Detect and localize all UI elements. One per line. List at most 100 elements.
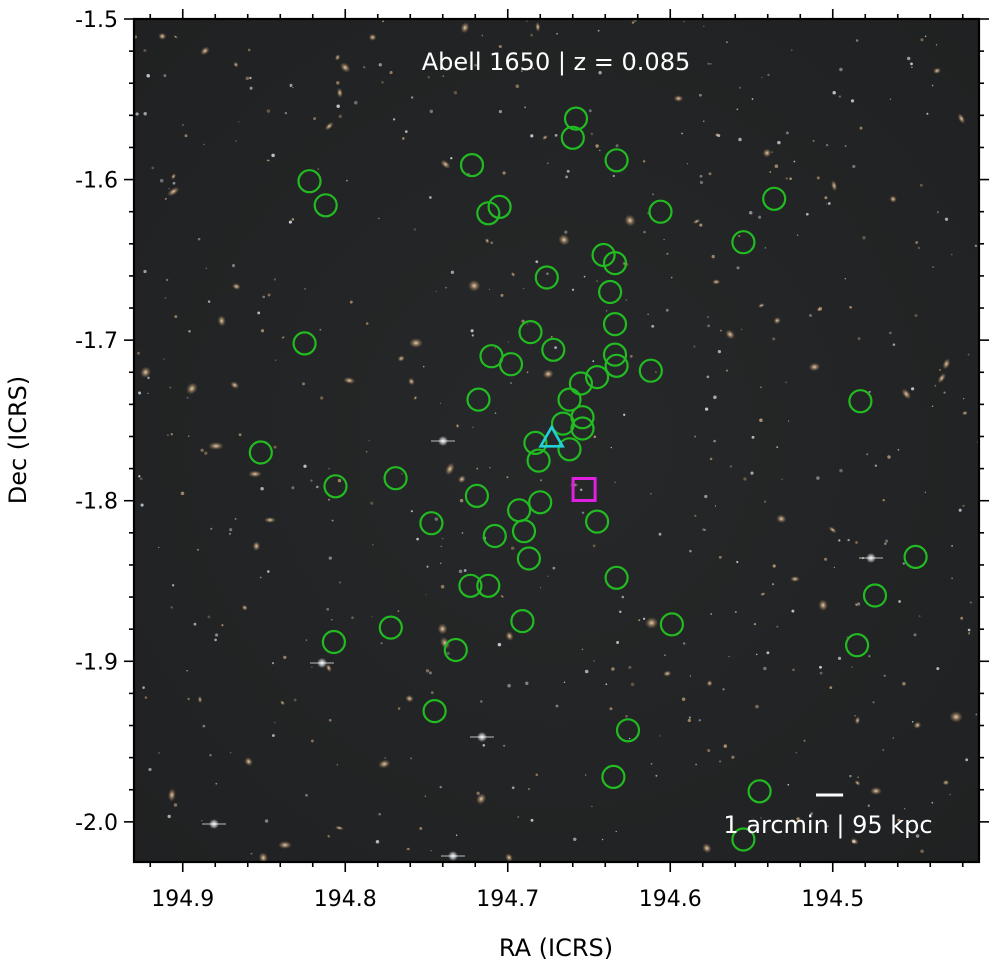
faint-source	[597, 29, 600, 32]
faint-source	[530, 818, 534, 822]
faint-source	[326, 607, 330, 611]
faint-source	[892, 737, 895, 739]
faint-source	[375, 839, 380, 844]
faint-source	[186, 396, 189, 399]
galaxy	[542, 134, 548, 141]
member-marker	[659, 612, 685, 637]
faint-source	[209, 754, 212, 757]
faint-source	[498, 110, 502, 114]
faint-source	[592, 360, 595, 363]
galaxy	[712, 279, 721, 285]
galaxy	[336, 87, 343, 98]
member-marker	[903, 544, 928, 570]
faint-source	[215, 633, 219, 637]
faint-source	[446, 651, 450, 655]
faint-source	[850, 99, 855, 103]
faint-source	[547, 162, 549, 164]
faint-source	[410, 757, 413, 760]
faint-source	[615, 830, 617, 833]
faint-source	[273, 445, 277, 449]
faint-source	[535, 773, 539, 777]
chart-title: Abell 1650 | z = 0.085	[422, 48, 690, 76]
faint-source	[490, 241, 494, 245]
galaxy	[692, 218, 701, 225]
faint-source	[472, 426, 474, 429]
galaxy	[500, 594, 505, 599]
galaxy	[170, 173, 177, 180]
faint-source	[681, 132, 683, 135]
faint-source	[474, 63, 478, 67]
faint-source	[917, 246, 921, 250]
faint-source	[707, 748, 711, 753]
member-marker	[557, 437, 582, 462]
galaxy	[932, 67, 942, 75]
faint-source	[522, 287, 525, 290]
faint-source	[623, 413, 626, 416]
large-galaxy	[870, 787, 882, 795]
faint-source	[643, 230, 646, 234]
faint-source	[913, 633, 917, 637]
member-marker	[602, 342, 628, 367]
galaxy	[405, 694, 414, 703]
faint-source	[638, 619, 641, 622]
faint-source	[781, 478, 783, 481]
faint-source	[658, 532, 662, 536]
galaxy	[241, 604, 248, 611]
faint-source	[832, 90, 836, 95]
faint-source	[824, 557, 828, 561]
faint-source	[410, 510, 413, 513]
faint-source	[292, 86, 294, 89]
faint-source	[687, 718, 691, 723]
faint-source	[494, 347, 496, 349]
faint-source	[328, 718, 332, 722]
faint-source	[717, 134, 721, 138]
faint-source	[936, 211, 940, 214]
faint-source	[719, 760, 722, 763]
faint-source	[229, 533, 231, 535]
galaxy	[343, 377, 356, 384]
faint-source	[707, 62, 710, 65]
galaxy	[901, 388, 912, 400]
faint-source	[776, 446, 779, 449]
faint-source	[450, 157, 453, 160]
faint-source	[852, 164, 856, 169]
faint-source	[507, 683, 511, 688]
faint-source	[751, 435, 755, 439]
faint-source	[151, 166, 154, 170]
member-marker	[862, 583, 888, 608]
faint-source	[907, 56, 911, 61]
faint-source	[245, 76, 250, 81]
faint-source	[264, 819, 269, 823]
faint-source	[706, 375, 710, 379]
faint-source	[142, 686, 145, 689]
faint-source	[293, 698, 297, 702]
galaxy	[831, 179, 838, 192]
faint-source	[738, 235, 741, 237]
faint-source	[713, 439, 716, 443]
galaxy	[334, 825, 344, 831]
faint-source	[642, 617, 646, 620]
member-marker	[601, 764, 626, 790]
faint-source	[625, 714, 628, 718]
member-marker	[323, 474, 348, 499]
faint-source	[410, 96, 414, 99]
faint-source	[591, 805, 593, 808]
faint-source	[763, 666, 767, 671]
faint-source	[883, 674, 886, 677]
faint-source	[682, 642, 686, 645]
faint-source	[171, 584, 175, 587]
faint-source	[596, 280, 598, 283]
faint-source	[748, 211, 753, 215]
member-marker	[378, 615, 403, 640]
faint-source	[500, 293, 504, 297]
faint-source	[709, 457, 713, 461]
member-marker	[321, 629, 346, 655]
faint-source	[271, 661, 275, 665]
faint-source	[699, 174, 703, 178]
galaxy	[258, 852, 269, 862]
faint-source	[584, 669, 589, 674]
faint-source	[785, 131, 789, 135]
faint-source	[349, 300, 353, 304]
faint-source	[686, 163, 689, 165]
